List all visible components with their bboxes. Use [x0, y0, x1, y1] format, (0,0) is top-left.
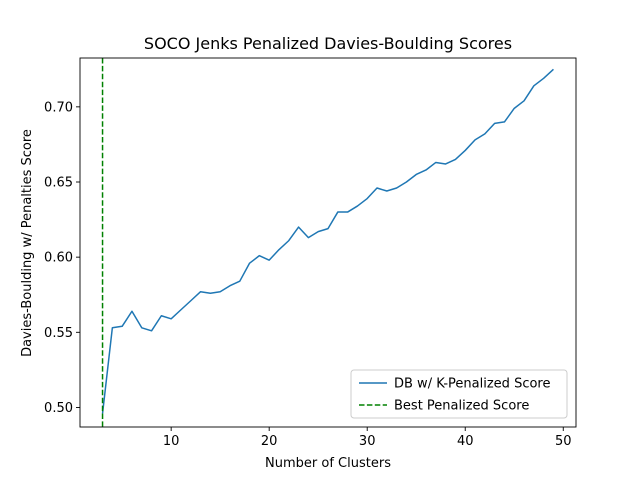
y-tick-label: 0.55	[44, 326, 73, 341]
y-tick-label: 0.50	[44, 401, 73, 416]
y-tick-label: 0.70	[44, 100, 73, 115]
legend: DB w/ K-Penalized Score Best Penalized Sc…	[350, 369, 568, 419]
x-tick-label: 10	[163, 434, 180, 449]
y-tick-label: 0.60	[44, 251, 73, 266]
legend-box	[350, 369, 568, 419]
axes-frame	[79, 57, 577, 428]
series-line-0	[101, 68, 554, 414]
x-axis-label: Number of Clusters	[265, 456, 391, 471]
x-tick-label: 50	[555, 434, 572, 449]
legend-label-1: Best Penalized Score	[394, 399, 529, 414]
plot-area: 10 20 30 40 50 0.50 0.55 0.60 0.65 0.70	[44, 57, 577, 449]
x-tick-label: 20	[261, 434, 278, 449]
y-axis-label: Davies-Boulding w/ Penalties Score	[20, 129, 35, 357]
x-tick-label: 30	[359, 434, 376, 449]
legend-label-0: DB w/ K-Penalized Score	[394, 377, 550, 392]
chart-title: SOCO Jenks Penalized Davies-Boulding Sco…	[144, 34, 512, 53]
y-tick-label: 0.65	[44, 176, 73, 191]
x-tick-label: 40	[457, 434, 474, 449]
